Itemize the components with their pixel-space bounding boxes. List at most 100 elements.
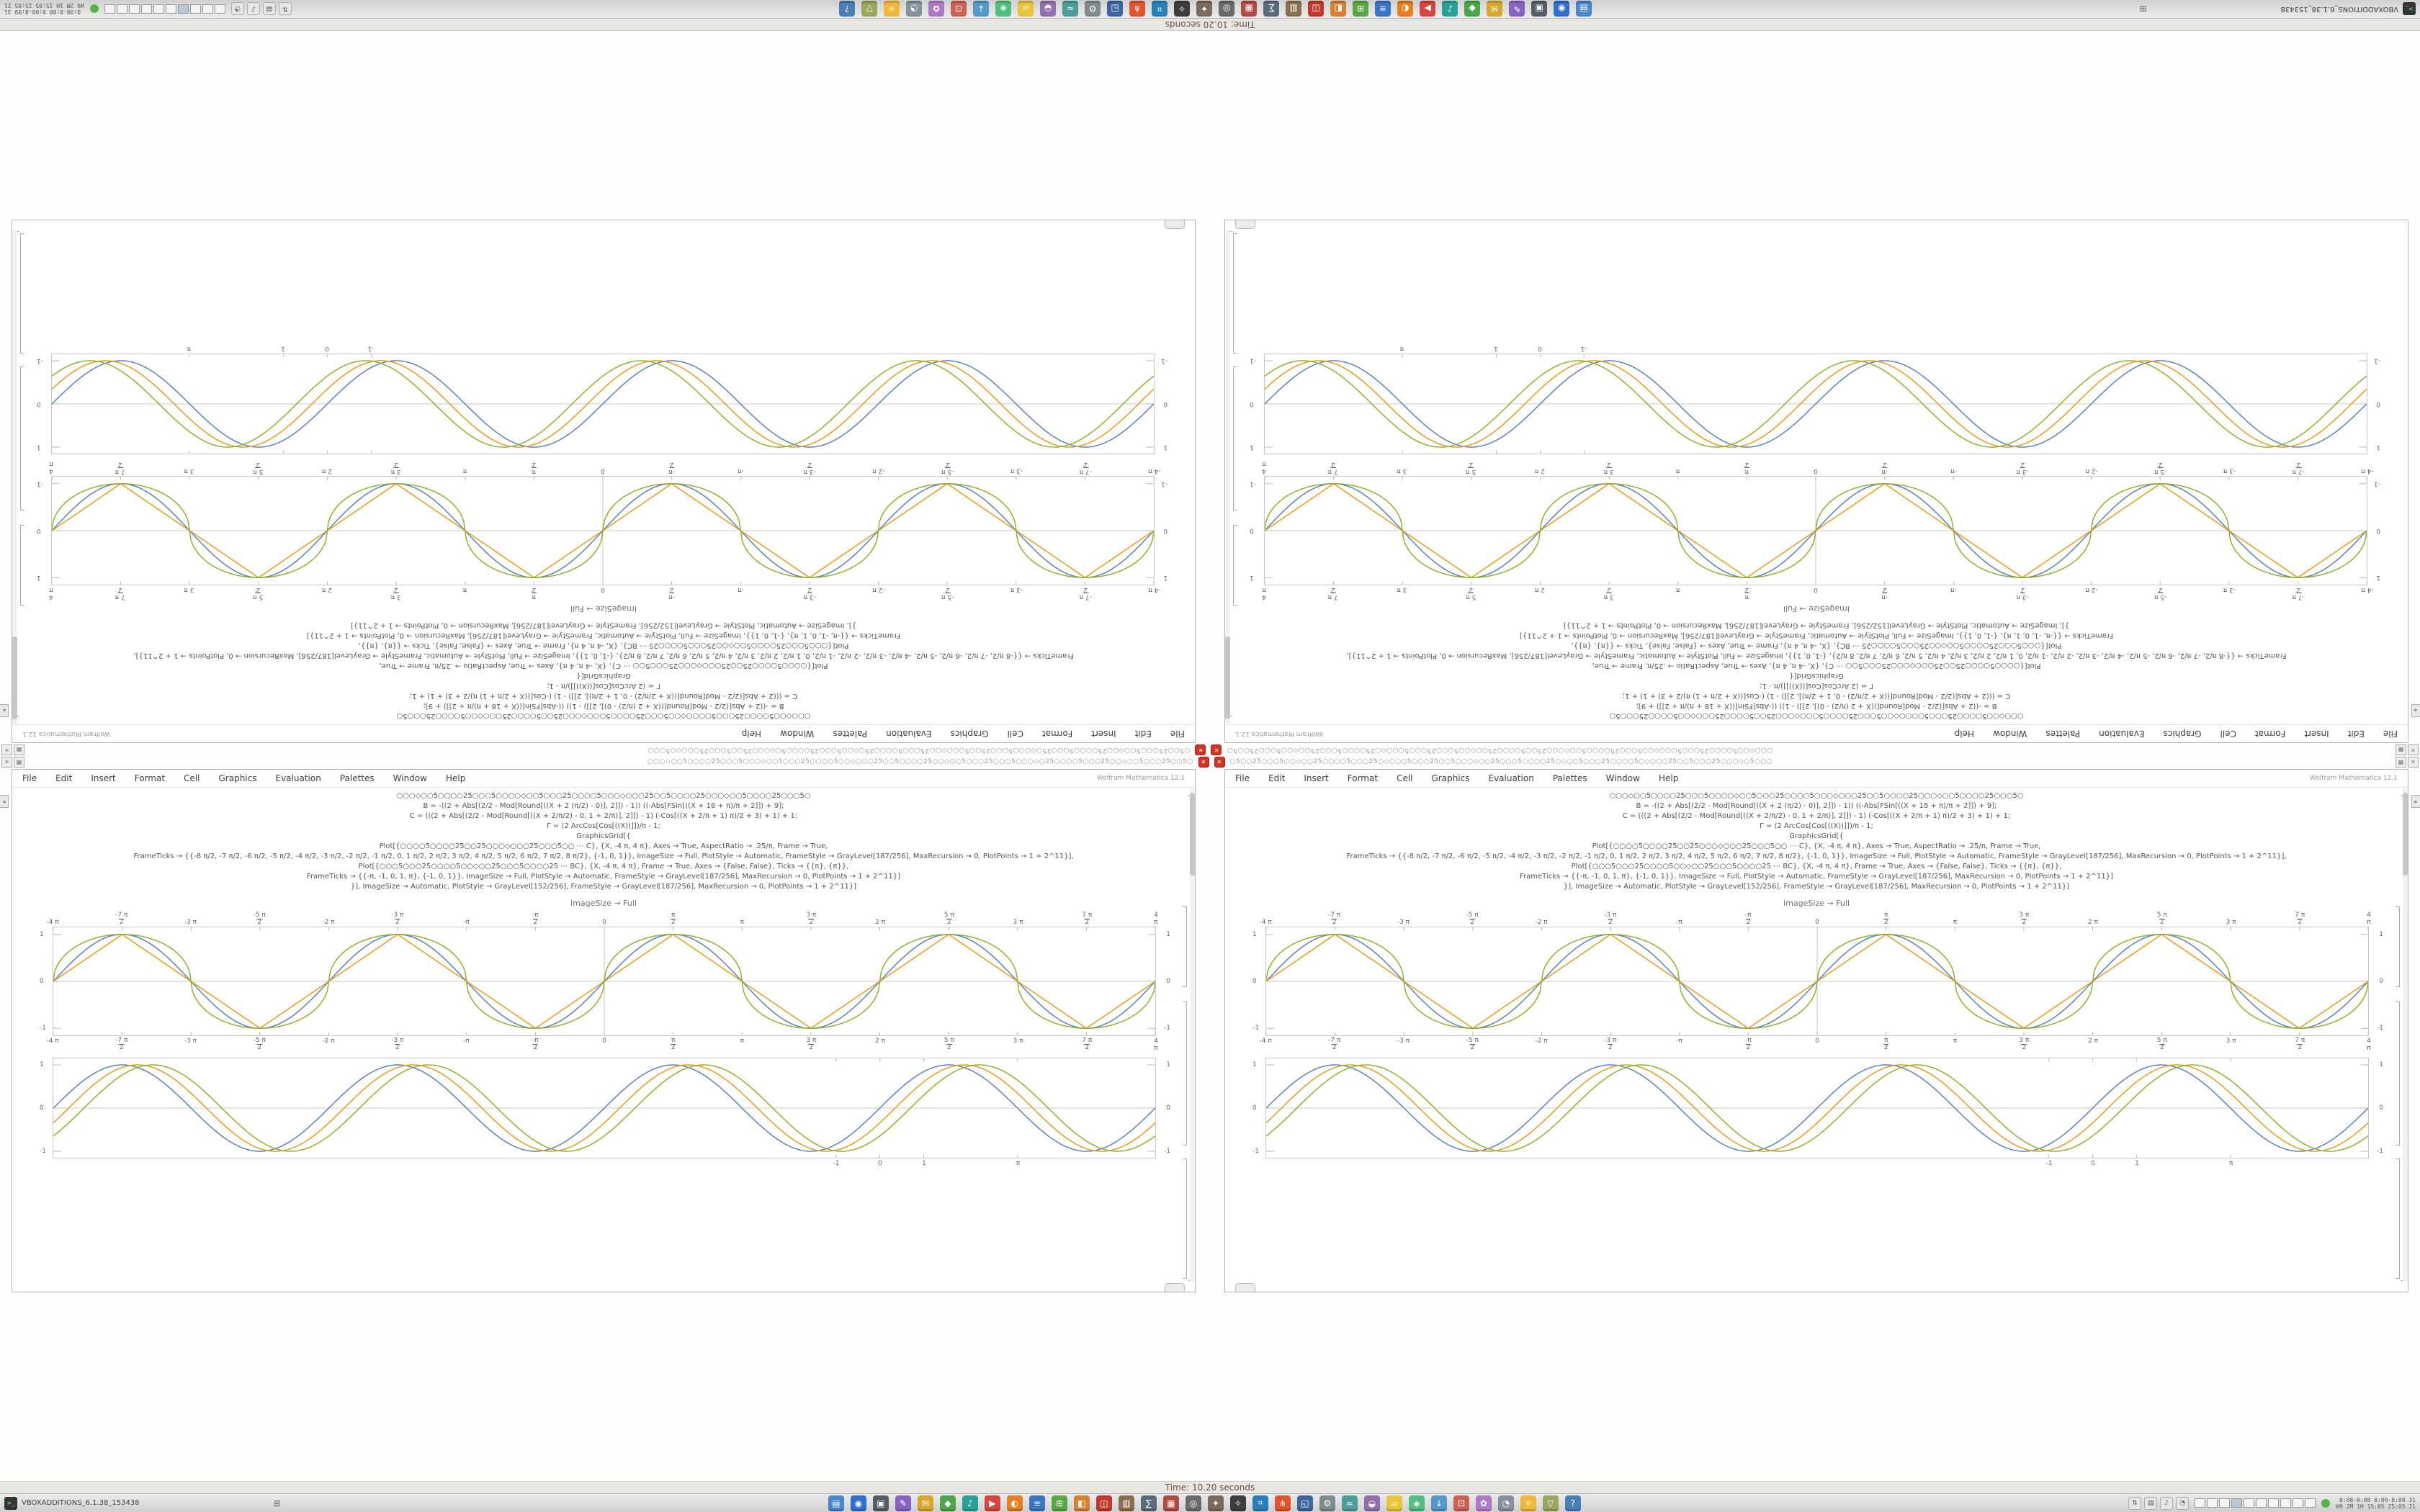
- system-monitor-icon[interactable]: ≈: [1341, 1495, 1358, 1511]
- image-viewer-icon[interactable]: ◐: [1006, 1495, 1023, 1511]
- close-badge-1[interactable]: ✕: [1198, 756, 1209, 768]
- calculator-icon[interactable]: ∑: [1140, 1495, 1157, 1511]
- office-impress-icon[interactable]: ◧: [1073, 1495, 1090, 1511]
- code-line[interactable]: ○○○◇○○5○○○○25○○○5○○○○◇○○5○○○25○○○○5○○○◇○…: [396, 792, 811, 800]
- screenshot-tool-icon[interactable]: ⊡: [951, 1, 967, 17]
- menu-item[interactable]: Format: [1041, 729, 1073, 739]
- code-line[interactable]: ○○○◇○○5○○○○25○○○5○○○○◇○○5○○○25○○○○5○○○◇○…: [1609, 712, 2024, 720]
- menu-item[interactable]: Palettes: [1552, 773, 1587, 783]
- system-monitor-icon[interactable]: ≈: [1062, 1, 1079, 17]
- menu-item[interactable]: Edit: [1134, 729, 1152, 739]
- code-line[interactable]: C = (((2 + Abs[(2/2 - Mod[Round[((X + 2/…: [409, 692, 798, 700]
- menu-item[interactable]: Cell: [184, 773, 200, 783]
- code-line[interactable]: B = -((2 + Abs[(2/2 - Mod[Round[((X + 2 …: [423, 802, 784, 810]
- wm-button[interactable]: ✕: [1, 744, 12, 755]
- downloads-icon[interactable]: ↓: [973, 1, 990, 17]
- video-player-icon[interactable]: ▶: [984, 1495, 1000, 1511]
- mail-icon[interactable]: ✉: [917, 1495, 933, 1511]
- pager-cell[interactable]: [140, 4, 152, 14]
- virtualbox-icon[interactable]: ◱: [1296, 1495, 1313, 1511]
- mounted-volume-label[interactable]: VBOXADDITIONS_6.1.38_153438: [2280, 5, 2398, 13]
- pager-cell[interactable]: [2280, 1498, 2292, 1508]
- display-icon[interactable]: ▤: [262, 2, 276, 16]
- clock-app-icon[interactable]: ◔: [1497, 1495, 1514, 1511]
- menu-item[interactable]: Edit: [55, 773, 73, 783]
- code-line[interactable]: B = -((2 + Abs[(2/2 - Mod[Round[((X + 2 …: [1636, 802, 1997, 810]
- code-line[interactable]: Γ = (2 ArcCos[Cos[((X))]])/π - 1;: [1760, 822, 1873, 830]
- terminal-app-icon[interactable]: ▣: [1531, 1, 1548, 17]
- calendar-icon[interactable]: ▦: [1241, 1, 1258, 17]
- window-resize-tab[interactable]: [1235, 220, 1255, 229]
- menu-item[interactable]: Format: [1347, 773, 1379, 783]
- mounted-volume-label[interactable]: VBOXADDITIONS_6.1.38_153438: [22, 1499, 140, 1507]
- edge-scroll-right-icon[interactable]: ▸: [0, 704, 9, 717]
- code-line[interactable]: Plot[{○○○5○○○25○○○○5○○◇○○25○○○5○○○○25 ⋯ …: [358, 863, 849, 870]
- camera-icon[interactable]: ◎: [1185, 1495, 1201, 1511]
- vertical-scrollbar[interactable]: [12, 230, 17, 724]
- vertical-scrollbar[interactable]: [1225, 230, 1230, 724]
- menu-item[interactable]: Edit: [1268, 773, 1286, 783]
- inkscape-icon[interactable]: ✧: [1174, 1, 1191, 17]
- trash-icon[interactable]: ▽: [1542, 1495, 1559, 1511]
- pager-cell[interactable]: [2244, 1498, 2255, 1508]
- scrollbar-thumb[interactable]: [12, 636, 17, 719]
- code-line[interactable]: Plot[{○○○○5○○○○25○○25○○○◇○○○25○○○5○○ ⋯ C…: [379, 842, 828, 850]
- network-icon[interactable]: ⇅: [278, 2, 292, 16]
- pager-cell[interactable]: [2195, 1498, 2206, 1508]
- cell-bracket[interactable]: [2396, 906, 2400, 987]
- pager-cell[interactable]: [2256, 1498, 2267, 1508]
- chat-icon[interactable]: ◆: [1464, 1, 1481, 17]
- virtualbox-icon[interactable]: ◱: [1107, 1, 1124, 17]
- cell-bracket[interactable]: [1183, 906, 1187, 987]
- code-line[interactable]: }], ImageSize → Automatic, PlotStyle → G…: [1563, 621, 2070, 629]
- archive-manager-icon[interactable]: ▥: [1118, 1495, 1134, 1511]
- volume-icon[interactable]: ♪: [2160, 1496, 2174, 1510]
- cell-bracket[interactable]: [2396, 1158, 2400, 1279]
- code-line[interactable]: ○○○◇○○5○○○○25○○○5○○○○◇○○5○○○25○○○○5○○○◇○…: [1609, 792, 2024, 800]
- close-badge-2[interactable]: ✕: [1195, 744, 1206, 756]
- cell-bracket[interactable]: [1183, 1002, 1187, 1146]
- vertical-scrollbar[interactable]: [2403, 788, 2408, 1282]
- code-line[interactable]: Plot[{○○○5○○○25○○○○5○○◇○○25○○○5○○○○25 ⋯ …: [358, 642, 849, 649]
- wm-button[interactable]: ▦: [2396, 757, 2406, 768]
- edge-scroll-right-icon[interactable]: ▸: [2411, 795, 2420, 808]
- menu-item[interactable]: Palettes: [2045, 729, 2081, 739]
- menu-item[interactable]: Format: [134, 773, 166, 783]
- disk-utility-icon[interactable]: ◒: [1040, 1, 1057, 17]
- text-editor-icon[interactable]: ✎: [1509, 1, 1525, 17]
- code-line[interactable]: Plot[{○○○5○○○25○○○○5○○◇○○25○○○5○○○○25 ⋯ …: [1571, 863, 2062, 870]
- menu-item[interactable]: Graphics: [950, 729, 989, 739]
- code-line[interactable]: B = -((2 + Abs[(2/2 - Mod[Round[((X + 2 …: [1636, 702, 1997, 710]
- pdf-viewer-icon[interactable]: ◫: [1095, 1495, 1112, 1511]
- menu-item[interactable]: Format: [2254, 729, 2286, 739]
- wm-button[interactable]: ▦: [14, 744, 24, 755]
- git-icon[interactable]: ⋔: [1274, 1495, 1291, 1511]
- menu-item[interactable]: Graphics: [2163, 729, 2202, 739]
- clock-app-icon[interactable]: ◔: [906, 1, 923, 17]
- code-line[interactable]: FrameTicks → {{-8 π/2, -7 π/2, -6 π/2, -…: [133, 652, 1074, 660]
- web-browser-icon[interactable]: ◉: [850, 1495, 866, 1511]
- code-line[interactable]: GraphicsGrid[{: [576, 832, 631, 840]
- menu-item[interactable]: Edit: [2347, 729, 2365, 739]
- edge-scroll-left-icon[interactable]: ◂: [2411, 704, 2420, 717]
- mail-icon[interactable]: ✉: [1487, 1, 1503, 17]
- maps-icon[interactable]: ◈: [1408, 1495, 1425, 1511]
- music-player-icon[interactable]: ♪: [1442, 1, 1458, 17]
- image-viewer-icon[interactable]: ◐: [1397, 1, 1414, 17]
- file-manager-icon[interactable]: ▤: [828, 1495, 844, 1511]
- cell-bracket[interactable]: [1233, 366, 1237, 510]
- settings-icon[interactable]: ⚙: [1085, 1, 1101, 17]
- code-line[interactable]: C = (((2 + Abs[(2/2 - Mod[Round[((X + 2/…: [1622, 812, 2011, 820]
- cell-bracket[interactable]: [20, 525, 24, 606]
- menu-item[interactable]: Graphics: [218, 773, 257, 783]
- code-line[interactable]: Plot[{○○○○5○○○○25○○25○○○◇○○○25○○○5○○ ⋯ C…: [379, 662, 828, 670]
- calculator-icon[interactable]: ∑: [1263, 1, 1280, 17]
- pager-cell[interactable]: [104, 4, 115, 14]
- git-icon[interactable]: ⋔: [1129, 1, 1146, 17]
- code-line[interactable]: C = (((2 + Abs[(2/2 - Mod[Round[((X + 2/…: [409, 812, 798, 820]
- code-line[interactable]: Γ = (2 ArcCos[Cos[((X))]])/π - 1;: [547, 822, 660, 830]
- close-badge-2[interactable]: ✕: [1214, 756, 1225, 768]
- file-manager-icon[interactable]: ▤: [1576, 1, 1592, 17]
- clock-icon[interactable]: ◔: [230, 2, 244, 16]
- menu-item[interactable]: Evaluation: [886, 729, 932, 739]
